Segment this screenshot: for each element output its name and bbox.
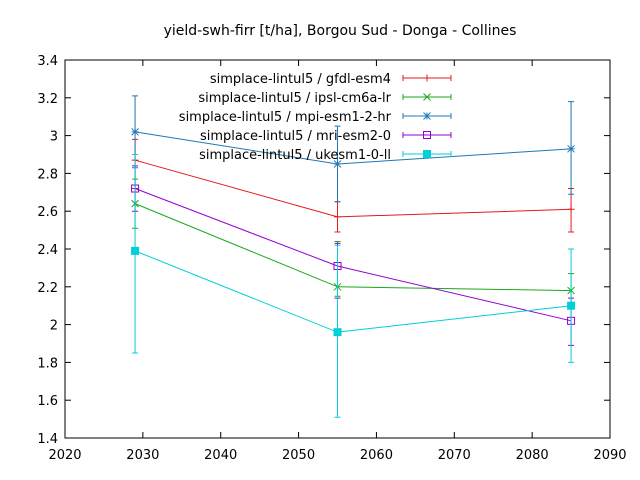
- series-5: [131, 154, 576, 418]
- legend-label: simplace-lintul5 / ukesm1-0-ll: [199, 148, 391, 163]
- axes: 2020 2030 2040 2050 2060 2070 2080 2090 1.4 1.6 1.…: [37, 54, 626, 463]
- data-point: [567, 205, 575, 213]
- series-line: [134, 159, 572, 218]
- data-point: [567, 301, 576, 310]
- data-point: [334, 213, 341, 221]
- x-tick-label: 2050: [282, 448, 315, 463]
- legend-marker: [423, 150, 431, 158]
- legend-label: simplace-lintul5 / mpi-esm1-2-hr: [179, 110, 392, 125]
- legend-item-4: simplace-lintul5 / mri-esm2-0: [200, 129, 452, 144]
- legend-marker: [423, 93, 431, 101]
- y-tick-label: 2.2: [37, 281, 58, 296]
- x-tick-label: 2040: [204, 448, 237, 463]
- data-point: [333, 328, 342, 337]
- x-tick-label: 2090: [593, 448, 626, 463]
- y-tick-label: 2.6: [37, 205, 58, 220]
- y-tick-label: 3: [50, 130, 58, 145]
- data-point: [333, 160, 342, 168]
- y-tick-label: 1.6: [37, 394, 58, 409]
- legend-label: simplace-lintul5 / gfdl-esm4: [210, 72, 391, 87]
- legend-marker: [423, 131, 431, 139]
- y-tick-label: 2.4: [37, 243, 58, 258]
- y-tick-label: 1.4: [37, 432, 58, 447]
- series-line: [134, 188, 572, 322]
- legend-item-1: simplace-lintul5 / gfdl-esm4: [210, 72, 452, 87]
- y-tick-label: 2.8: [37, 167, 58, 182]
- legend-line: [402, 132, 452, 138]
- x-tick-label: 2080: [516, 448, 549, 463]
- y-tick-label: 3.4: [37, 54, 58, 69]
- y-tick-label: 2: [50, 319, 58, 334]
- x-tick-label: 2020: [48, 448, 81, 463]
- chart-title: yield-swh-firr [t/ha], Borgou Sud - Dong…: [164, 23, 517, 39]
- legend-marker: [423, 112, 431, 120]
- series-layer: [131, 95, 576, 418]
- y-tick-label: 3.2: [37, 92, 58, 107]
- series-line: [134, 250, 572, 333]
- series-2: [131, 178, 575, 309]
- y-tick-label: 1.8: [37, 356, 58, 371]
- legend-item-5: simplace-lintul5 / ukesm1-0-ll: [199, 148, 452, 163]
- legend-item-3: simplace-lintul5 / mpi-esm1-2-hr: [179, 110, 452, 125]
- legend-marker: [423, 74, 431, 82]
- data-point: [567, 144, 575, 153]
- x-tick-label: 2060: [360, 448, 393, 463]
- x-tick-label: 2070: [438, 448, 471, 463]
- series-4: [131, 165, 576, 346]
- x-tick-label: 2030: [126, 448, 159, 463]
- data-point: [131, 127, 139, 136]
- legend: simplace-lintul5 / gfdl-esm4 simplace-lin…: [179, 72, 452, 163]
- legend-item-2: simplace-lintul5 / ipsl-cm6a-lr: [198, 91, 452, 106]
- data-point: [131, 246, 140, 255]
- legend-label: simplace-lintul5 / mri-esm2-0: [200, 129, 391, 144]
- legend-label: simplace-lintul5 / ipsl-cm6a-lr: [198, 91, 391, 106]
